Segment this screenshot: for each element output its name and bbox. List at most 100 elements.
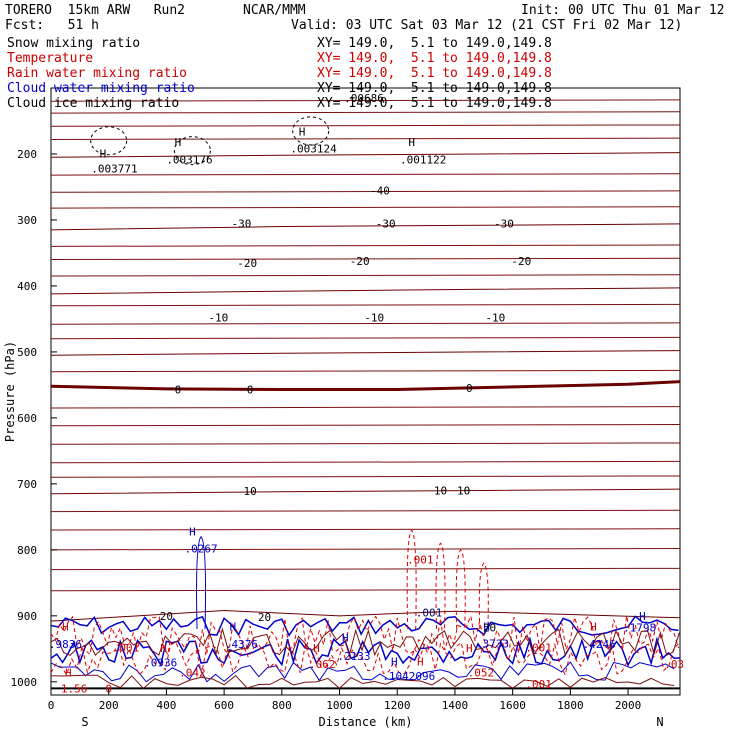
contour-label: .1798: [623, 622, 656, 635]
contour-label: .052: [468, 667, 495, 680]
organization: NCAR/MMM: [243, 3, 306, 18]
contour-label: -20: [511, 255, 531, 268]
y-axis-label: Pressure (hPa): [3, 341, 17, 442]
contour-label: -40: [370, 184, 390, 197]
x-tick-label: 1800: [557, 699, 584, 712]
field-rain-name: Rain water mixing ratio: [7, 66, 188, 81]
forecast-hour: Fcst: 51 h: [5, 18, 99, 33]
convective-plume: [478, 562, 489, 630]
isotherm-line: [50, 274, 681, 277]
x-tick-label: 400: [156, 699, 176, 712]
contour-label: .00686: [344, 92, 384, 105]
convective-plume: [435, 542, 446, 630]
y-tick-label: 900: [17, 610, 37, 623]
contour-label: .0936: [144, 657, 177, 670]
contour-label: 0: [175, 384, 182, 397]
contour-label: -10: [208, 312, 228, 325]
temperature-contour--30: [50, 223, 681, 231]
isotherm-line: [50, 509, 681, 513]
contour-label: .003771: [91, 162, 137, 175]
convective-plume: [455, 549, 466, 630]
isotherm-line: [50, 475, 681, 478]
plot-frame: [50, 87, 681, 696]
x-tick-label: 200: [99, 699, 119, 712]
x-tick-label: 1600: [499, 699, 526, 712]
rain-water-contour: [50, 614, 680, 657]
field-cloudice-xy: XY= 149.0, 5.1 to 149.0,149.8: [317, 96, 552, 111]
south-end-label: S: [81, 715, 88, 729]
cloud-water-contour: [50, 615, 679, 637]
contour-label: 1.56: [61, 682, 88, 695]
cloud-ice-contour: [292, 116, 330, 146]
x-tick-label: 600: [214, 699, 234, 712]
isotherm-line: [50, 257, 681, 261]
contour-label: .9836: [49, 638, 82, 651]
contour-label: .042: [179, 667, 206, 680]
isotherm-line: [50, 137, 681, 140]
contour-label: .001: [113, 641, 140, 654]
contour-label: 10: [434, 484, 447, 497]
y-tick-label: 600: [17, 412, 37, 425]
y-tick-label: 700: [17, 478, 37, 491]
contour-label: .003176: [166, 153, 212, 166]
contour-label: -30: [376, 217, 396, 230]
contour-label: -20: [350, 255, 370, 268]
y-tick-label: 1000: [11, 676, 38, 689]
maximum-marker-h: H: [62, 620, 69, 633]
isotherm-line: [50, 336, 681, 340]
contour-label: .0267: [184, 543, 217, 556]
convective-plume: [196, 535, 207, 630]
temperature-contour--40: [50, 152, 681, 158]
cloud-water-contour: [50, 661, 675, 683]
contour-label: 0: [247, 384, 254, 397]
isotherm-line: [50, 206, 681, 209]
x-tick-label: 1200: [384, 699, 411, 712]
field-snow-name: Snow mixing ratio: [7, 36, 141, 51]
field-cloudice-name: Cloud ice mixing ratio: [7, 96, 180, 111]
contour-label: .001122: [400, 153, 446, 166]
isotherm-line: [50, 322, 681, 325]
maximum-marker-h: H: [417, 655, 424, 668]
maximum-marker-h: H: [313, 642, 320, 655]
contour-label: .001: [525, 641, 552, 654]
valid-time: Valid: 03 UTC Sat 03 Mar 12 (21 CST Fri …: [291, 18, 683, 33]
x-tick-label: 0: [48, 699, 55, 712]
init-time: Init: 00 UTC Thu 01 Mar 12: [521, 3, 725, 18]
contour-label: 20: [258, 611, 271, 624]
contour-label: -10: [364, 312, 384, 325]
contour-label: .1042096: [382, 670, 435, 683]
temperature-contour--20: [50, 287, 681, 295]
maximum-marker-h: H: [189, 525, 196, 538]
contour-label: .062: [309, 658, 336, 671]
field-cloudwater-xy: XY= 149.0, 5.1 to 149.0,149.8: [317, 81, 552, 96]
x-tick-label: 2000: [615, 699, 642, 712]
isotherm-line: [50, 423, 681, 427]
maximum-marker-h: H: [65, 667, 72, 680]
maximum-marker-h: H: [229, 620, 236, 633]
maximum-marker-h: H: [590, 620, 597, 633]
model-title: TORERO 15km ARW Run2: [5, 3, 186, 18]
x-tick-label: 800: [272, 699, 292, 712]
isotherm-line: [50, 124, 681, 127]
y-tick-label: 500: [17, 346, 37, 359]
isotherm-line: [50, 460, 681, 464]
isotherm-line: [50, 303, 681, 307]
contour-label: 20: [483, 622, 496, 635]
contour-label: .001: [416, 607, 443, 620]
contour-label: -30: [231, 217, 251, 230]
contour-label: .4246: [583, 638, 616, 651]
maximum-marker-h: H: [299, 126, 306, 139]
isotherm-line: [50, 528, 681, 531]
field-snow-xy: XY= 149.0, 5.1 to 149.0,149.8: [317, 36, 552, 51]
contour-label: -30: [494, 217, 514, 230]
x-tick-label: 1000: [326, 699, 353, 712]
maximum-marker-h: H: [408, 136, 415, 149]
maximum-marker-h: H: [483, 620, 490, 633]
maximum-marker-h: H: [100, 147, 107, 160]
contour-label: 20: [160, 610, 173, 623]
maximum-marker-h: H: [391, 655, 398, 668]
x-tick-label: 1400: [442, 699, 469, 712]
isotherm-line: [50, 244, 681, 247]
field-rain-xy: XY= 149.0, 5.1 to 149.0,149.8: [317, 66, 552, 81]
